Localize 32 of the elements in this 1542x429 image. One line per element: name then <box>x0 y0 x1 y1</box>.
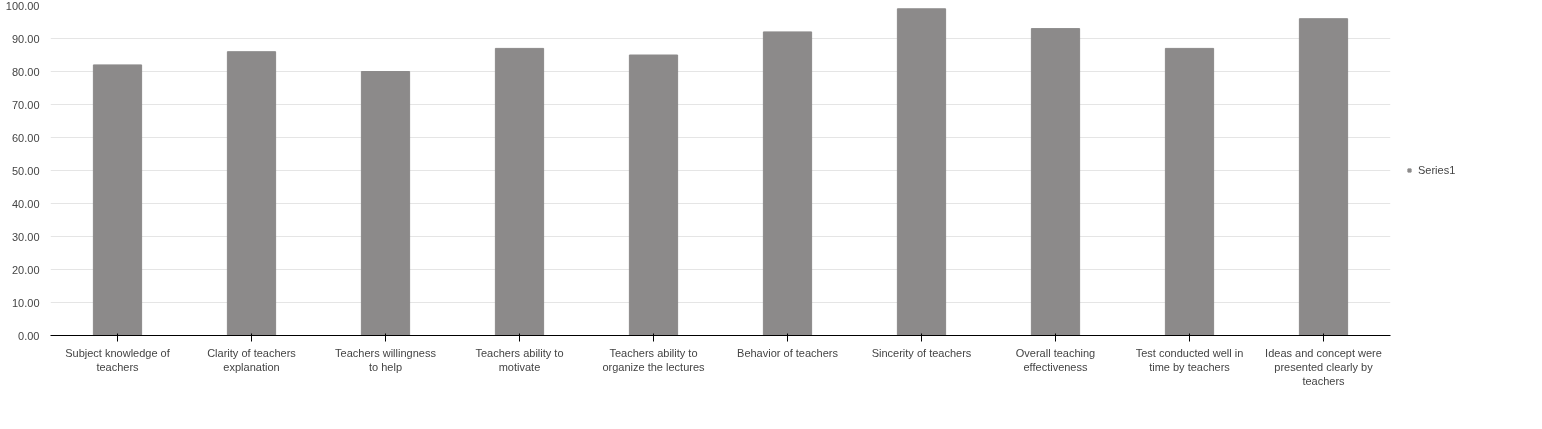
y-tick-label: 60.00 <box>11 131 40 144</box>
x-tick-label: Sincerity of teachers <box>871 346 972 359</box>
bar <box>628 54 679 336</box>
x-tick-label: Test conducted well in time by teachers <box>1135 346 1244 373</box>
x-tick-label: Subject knowledge of teachers <box>65 346 171 373</box>
bar <box>494 47 545 336</box>
legend-label: Series1 <box>1418 164 1456 176</box>
x-tick-label: Teachers willingness to help <box>335 346 437 373</box>
x-tick-label: Overall teaching effectiveness <box>1015 346 1096 373</box>
x-tick-label: Clarity of teachers explanation <box>207 346 297 373</box>
y-tick-label: 20.00 <box>11 263 40 276</box>
y-tick-label: 70.00 <box>11 98 40 111</box>
y-tick-label: 10.00 <box>11 296 40 309</box>
bar <box>226 51 277 336</box>
y-tick-label: 40.00 <box>11 197 40 210</box>
y-tick-label: 50.00 <box>11 164 40 177</box>
y-tick-label: 80.00 <box>11 65 40 78</box>
bar <box>896 8 947 336</box>
y-tick-label: 0.00 <box>18 329 40 342</box>
x-tick-label: Behavior of teachers <box>737 346 839 359</box>
y-tick-label: 30.00 <box>11 230 40 243</box>
bar <box>762 31 813 336</box>
x-tick-label: Ideas and concept were presented clearly by teachers <box>1265 346 1382 388</box>
y-tick-label: 90.00 <box>11 32 40 45</box>
bar <box>92 64 143 336</box>
x-tick-label: Teachers ability to organize the lectures <box>602 346 706 373</box>
y-tick-label: 100.00 <box>5 0 40 12</box>
x-tick-label: Teachers ability to motivate <box>475 346 564 373</box>
bar <box>360 71 411 336</box>
bar <box>1164 47 1215 336</box>
bar <box>1030 28 1081 336</box>
bar <box>1298 18 1349 336</box>
